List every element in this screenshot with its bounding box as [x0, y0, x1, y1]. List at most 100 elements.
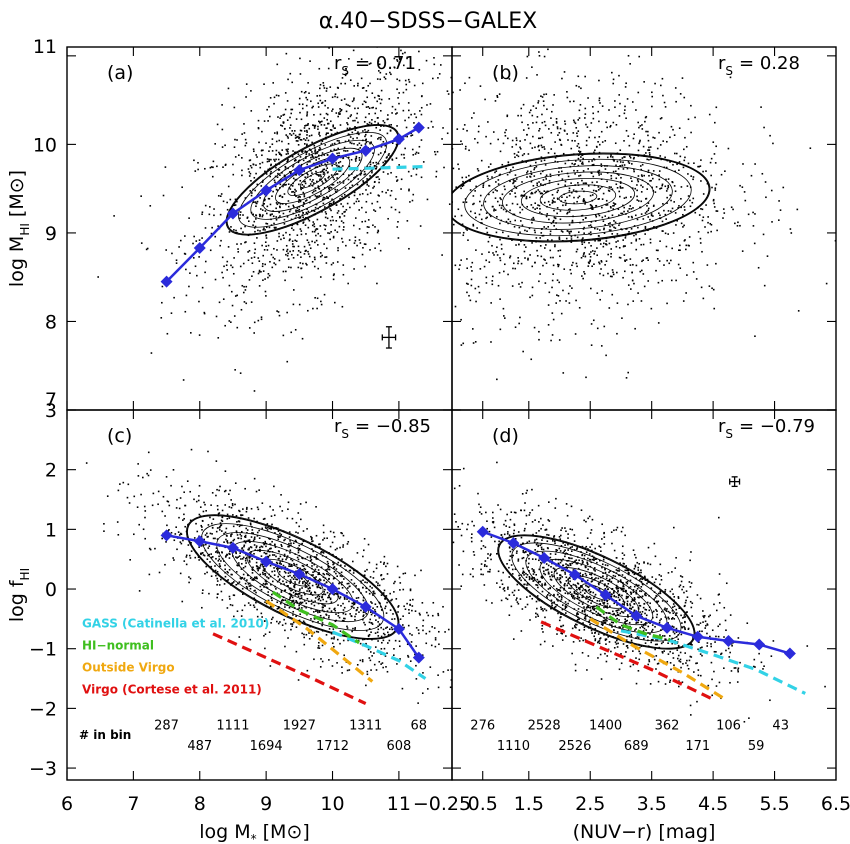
data-point [219, 244, 221, 247]
data-point [684, 156, 686, 159]
rs-subscript: S [341, 427, 349, 441]
panel-label: (a) [107, 62, 133, 84]
data-point [256, 531, 259, 534]
data-point [261, 527, 264, 530]
data-point [190, 550, 193, 552]
data-point [368, 113, 370, 115]
data-point [227, 246, 230, 248]
data-point [519, 147, 522, 150]
data-point [346, 202, 349, 205]
data-point [596, 181, 598, 183]
virgo-line [212, 632, 367, 706]
median-point [193, 241, 206, 254]
data-point [376, 631, 379, 634]
data-point [138, 590, 141, 592]
data-point [577, 231, 580, 233]
median-point [226, 207, 239, 220]
data-point [612, 82, 615, 85]
data-point [298, 619, 301, 622]
data-point [335, 219, 338, 222]
data-point [653, 226, 655, 228]
data-point [188, 217, 190, 219]
data-point [325, 224, 327, 227]
data-point [323, 293, 326, 296]
data-point [415, 627, 418, 629]
data-point [283, 223, 286, 225]
data-point [455, 655, 457, 657]
data-point [295, 531, 297, 534]
data-point [240, 537, 242, 540]
data-point [469, 638, 471, 640]
data-point [313, 591, 316, 593]
data-point [311, 209, 313, 212]
data-point [308, 92, 310, 94]
data-point [238, 636, 241, 638]
data-point [309, 247, 312, 250]
data-point [690, 175, 692, 177]
data-point [236, 326, 239, 329]
data-point [692, 261, 695, 264]
data-point [459, 609, 461, 611]
data-point [531, 218, 533, 220]
data-point [349, 136, 352, 138]
data-point [340, 571, 343, 574]
data-point [600, 268, 602, 270]
data-point [442, 199, 444, 201]
data-point [312, 182, 315, 184]
data-point [290, 218, 293, 221]
data-point [262, 573, 264, 576]
data-point [559, 127, 562, 130]
data-point [339, 160, 342, 163]
data-point [636, 199, 639, 201]
data-point [261, 181, 264, 183]
data-point [354, 126, 356, 128]
ticks [66, 409, 452, 780]
data-point [368, 621, 371, 624]
data-point [262, 228, 265, 231]
data-point [615, 245, 618, 248]
data-point [240, 568, 243, 570]
data-point [631, 279, 634, 282]
data-point [323, 616, 325, 619]
data-point [581, 179, 583, 182]
data-point [210, 166, 213, 168]
data-point [170, 531, 173, 534]
data-point [313, 210, 316, 212]
data-point [257, 272, 260, 275]
data-point [317, 185, 320, 187]
data-point [599, 187, 602, 190]
data-point [298, 602, 301, 605]
data-point [460, 344, 463, 346]
data-point [339, 110, 342, 113]
data-point [322, 196, 325, 199]
data-point [426, 104, 428, 106]
data-point [258, 285, 261, 287]
data-point [306, 208, 308, 211]
data-point [220, 590, 223, 593]
data-point [337, 615, 340, 617]
data-point [584, 255, 587, 258]
data-point [289, 132, 291, 135]
data-point [313, 256, 316, 259]
data-point [299, 588, 301, 590]
data-point [534, 161, 537, 164]
data-point [291, 243, 294, 245]
data-point [374, 603, 377, 606]
data-point [315, 228, 318, 230]
data-point [323, 196, 326, 199]
data-point [375, 107, 377, 110]
data-point [557, 198, 559, 200]
data-point [640, 168, 643, 171]
data-point [234, 156, 237, 158]
data-point [615, 183, 618, 186]
data-point [686, 185, 689, 187]
data-point [327, 232, 329, 234]
data-point [303, 580, 306, 583]
data-point [239, 217, 241, 220]
data-point [356, 198, 359, 200]
data-point [347, 35, 349, 37]
data-point [245, 142, 248, 144]
data-point [299, 196, 301, 198]
data-point [665, 218, 667, 220]
data-point [566, 230, 569, 232]
